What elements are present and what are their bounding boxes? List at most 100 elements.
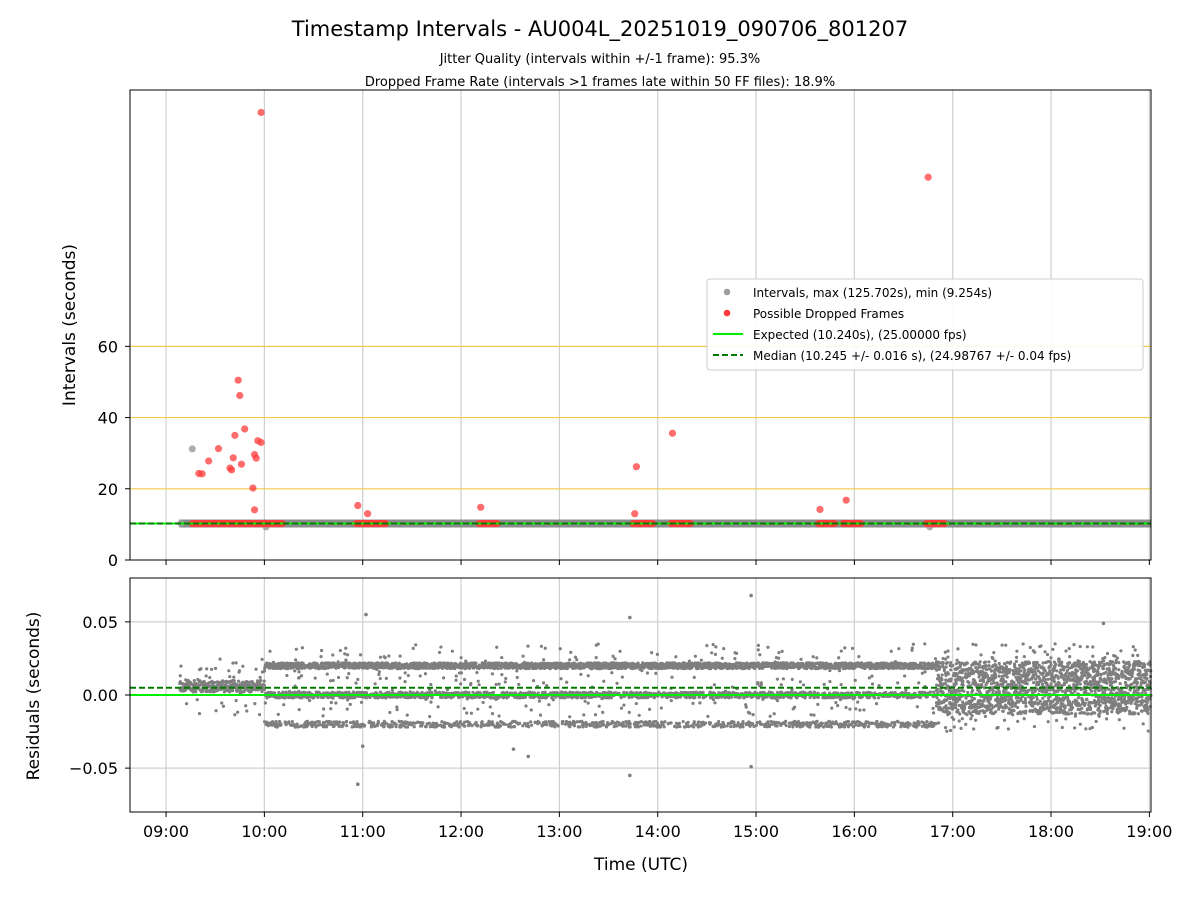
residual-point [531,679,536,683]
residual-point [293,669,297,673]
residual-point [490,711,495,716]
residual-point [179,688,183,692]
residual-point [756,681,760,685]
residual-point [220,701,224,705]
residual-point [517,682,521,687]
residuals-y-tick-label: −0.05 [69,759,118,778]
chart-subtitle-jitter: Jitter Quality (intervals within +/-1 fr… [439,52,761,67]
residual-point [194,690,198,694]
residual-point [475,671,479,675]
residual-point [259,678,263,683]
dropped-frame-point [205,457,213,465]
residual-point [261,685,265,689]
residual-point [816,695,821,699]
residual-point [254,667,258,671]
residual-point [691,690,695,694]
residual-point [811,655,815,659]
residual-point [725,724,729,728]
residual-point [495,645,499,649]
residual-point [217,685,221,689]
residual-point [635,691,639,695]
residual-point [808,723,813,727]
x-tick-label: 13:00 [536,822,582,841]
residual-point [331,678,335,683]
residual-point [787,724,791,729]
residual-point [625,690,629,695]
residual-point [312,695,316,700]
residual-point [820,721,824,725]
residual-point [467,691,471,695]
residual-point [420,690,424,695]
dropped-frame-point [477,503,485,511]
residual-point [730,662,735,667]
residual-point [462,677,467,682]
residual-point [774,724,778,728]
residual-point [785,662,790,666]
residual-point [689,724,693,728]
residual-point [720,695,724,699]
residual-point [476,679,480,683]
residual-point [650,651,654,655]
residual-point [189,682,193,686]
residual-point [321,720,326,725]
x-tick-label: 19:00 [1126,822,1172,841]
residual-point [430,690,434,695]
residual-point [717,719,721,724]
residual-point [734,651,739,655]
residual-point [434,721,439,725]
residual-point [610,671,614,675]
residual-point [383,664,387,668]
residual-point [500,655,504,660]
residual-point [277,691,281,695]
residual-point [318,723,322,727]
residual-point [538,713,543,717]
residual-point [336,675,341,680]
residual-point [345,707,349,711]
residual-point [670,675,674,679]
residual-point [325,719,329,724]
intervals-y-tick-label: 60 [98,337,118,356]
residual-point [218,657,222,661]
dropped-frame-point [214,444,223,453]
residual-point [697,695,701,699]
residual-point [236,710,240,714]
residual-point [729,725,733,729]
x-tick-label: 12:00 [438,822,484,841]
residual-point [285,673,289,678]
residual-point [809,713,813,717]
residual-point [354,681,358,685]
residual-point [678,725,682,729]
residual-point [373,695,377,699]
residual-point [294,695,299,699]
residual-point [411,646,415,651]
residual-point [345,724,349,728]
residual-point [681,719,685,724]
residual-point [209,667,214,671]
residual-point [477,683,481,687]
residual-point [496,667,500,671]
residual-point [703,721,708,725]
residual-point [395,705,399,709]
residual-point [532,691,536,695]
residual-point [603,661,607,666]
residual-point [547,720,551,724]
residual-point [692,721,696,725]
residual-point [459,682,463,686]
residual-point [839,649,843,653]
x-tick-label: 10:00 [241,822,287,841]
chart-subtitle-dropped: Dropped Frame Rate (intervals >1 frames … [365,75,835,90]
residual-point [260,657,264,661]
residual-point [657,724,662,729]
residual-point [607,722,611,726]
residual-point [244,704,248,708]
residual-point [487,661,491,665]
residual-point [692,725,696,729]
residual-point [628,721,632,726]
dropped-frame-point [816,505,824,514]
residual-point [647,707,652,712]
residual-point [634,701,638,706]
residual-point [654,671,658,675]
residual-point [297,707,301,712]
residual-point [334,701,338,705]
residual-point [741,725,745,729]
